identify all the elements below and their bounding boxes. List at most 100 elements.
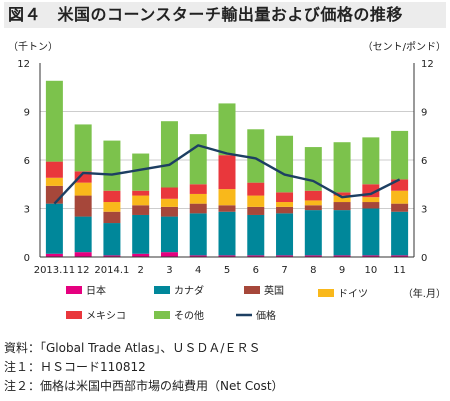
bar-segment [391,130,409,180]
bar-segment [45,253,63,257]
bar-segment [103,190,121,203]
bar-segment [362,202,380,209]
bar-segment [132,153,150,191]
y-tick-label-right: 3 [421,205,427,216]
bar-segment [103,211,121,224]
bar-segment [304,210,322,256]
y-tick-label-right: 6 [421,156,427,167]
bar-segment [132,195,150,206]
bar-segment [218,211,236,256]
legend-swatch [154,311,170,319]
legend-swatch [154,286,170,294]
bar-segment [362,208,380,256]
x-tick-label: 5 [224,265,230,276]
bar-segment [189,213,207,256]
x-tick-label: 10 [364,265,377,276]
bar-segment [391,255,409,257]
y-tick-label-right: 9 [421,108,427,119]
bar-segment [74,171,92,183]
bar-segment [45,203,63,254]
bar-segment [333,210,351,256]
price-line [53,144,401,205]
y-tick-label-left: 6 [24,156,30,167]
x-tick-label: 2013.11 [34,265,75,276]
x-tick-label: 6 [253,265,259,276]
y-axis-label-right: （セント/ポンド） [363,41,446,53]
chart: 0 03 36 69 912 12（千トン） （セント/ポンド）2013.11 12 2014.… [8,41,446,322]
bar-segment [160,206,178,217]
bar-segment [333,255,351,257]
bar-segment [74,216,92,253]
bar-segment [304,200,322,206]
bar-segment [218,205,236,212]
legend-label: カナダ [174,284,204,297]
bar-segment [160,187,178,199]
bar-segment [276,202,294,207]
x-tick-label: 4 [195,265,201,276]
note-1: 注１：ＨＳコード110812 [4,360,146,374]
bar-segment [333,195,351,203]
bar-segment [189,255,207,257]
y-tick-label-left: 0 [24,253,30,264]
bar-segment [189,184,207,194]
legend-label: 価格 [256,309,276,322]
chart-title: 図４ 米国のコーンスターチ輸出量および価格の推移 [4,2,446,28]
bar-segment [276,192,294,203]
bar-segment [160,198,178,207]
bar-segment [247,214,265,256]
y-tick-label-left: 9 [24,108,30,119]
bar-segment [160,121,178,188]
bar-segment [304,205,322,211]
bar-segment [132,190,150,196]
legend-swatch [244,286,260,294]
legend-label: 英国 [264,284,284,297]
x-axis-label: （年.月） [403,287,446,300]
bar-segment [45,185,63,204]
legend-swatch [66,286,82,294]
bar-segment [391,190,409,204]
legend-swatch [66,311,82,319]
bar-segment [362,197,380,203]
bar-segment [189,203,207,214]
y-tick-label-left: 3 [24,205,30,216]
x-tick-label: 8 [310,265,316,276]
bar-segment [333,192,351,196]
bar-segment [74,182,92,196]
bar-segment [391,211,409,256]
bar-segment [103,140,121,191]
legend-label: その他 [174,309,204,322]
bar-segment [103,255,121,257]
bar-segment [160,252,178,257]
bar-segment [333,202,351,211]
bar-segment [391,179,409,191]
bar-segment [247,195,265,207]
y-tick-label-right: 0 [421,253,427,264]
x-tick-label: 11 [393,265,406,276]
bar-segment [74,124,92,172]
bar-segment [218,155,236,190]
bar-segment [247,206,265,215]
notes: 資料：「Global Trade Atlas」、ＵＳＤＡ/ＥＲＳ 注１：ＨＳコー… [4,339,284,396]
legend-swatch [318,289,334,297]
bar-segment [189,134,207,185]
bar-segment [304,255,322,257]
bar-segment [276,206,294,214]
bar-segment [218,189,236,206]
bar-segment [362,255,380,257]
x-tick-label: 2014.1 [94,265,129,276]
bar-segment [74,195,92,217]
x-tick-label: 2 [138,265,144,276]
bar-segment [218,255,236,257]
bar-segment [132,214,150,254]
bar-segment [333,142,351,193]
x-tick-label: 9 [339,265,345,276]
bar-segment [247,255,265,257]
bar-segment [45,177,63,186]
y-axis-label-left: （千トン） [8,41,58,53]
bar-segment [132,205,150,215]
note-2: 注２：価格は米国中西部市場の純費用（Net Cost） [4,379,284,393]
bar-segment [218,103,236,156]
y-tick-label-left: 12 [17,59,30,70]
bar-segment [74,252,92,257]
bar-segment [276,255,294,257]
